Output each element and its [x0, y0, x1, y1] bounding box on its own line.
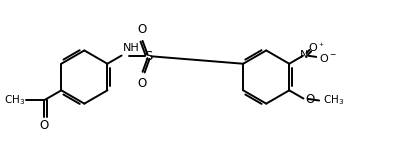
Text: S: S [144, 50, 152, 63]
Text: N: N [300, 50, 309, 60]
Text: O: O [305, 93, 314, 106]
Text: $^+$: $^+$ [318, 42, 325, 51]
Text: CH$_3$: CH$_3$ [4, 93, 25, 107]
Text: O: O [309, 43, 318, 53]
Text: O: O [137, 23, 147, 36]
Text: NH: NH [123, 43, 139, 53]
Text: CH$_3$: CH$_3$ [323, 94, 344, 107]
Text: O$^-$: O$^-$ [319, 52, 337, 64]
Text: O: O [137, 77, 147, 90]
Text: O: O [40, 119, 49, 132]
